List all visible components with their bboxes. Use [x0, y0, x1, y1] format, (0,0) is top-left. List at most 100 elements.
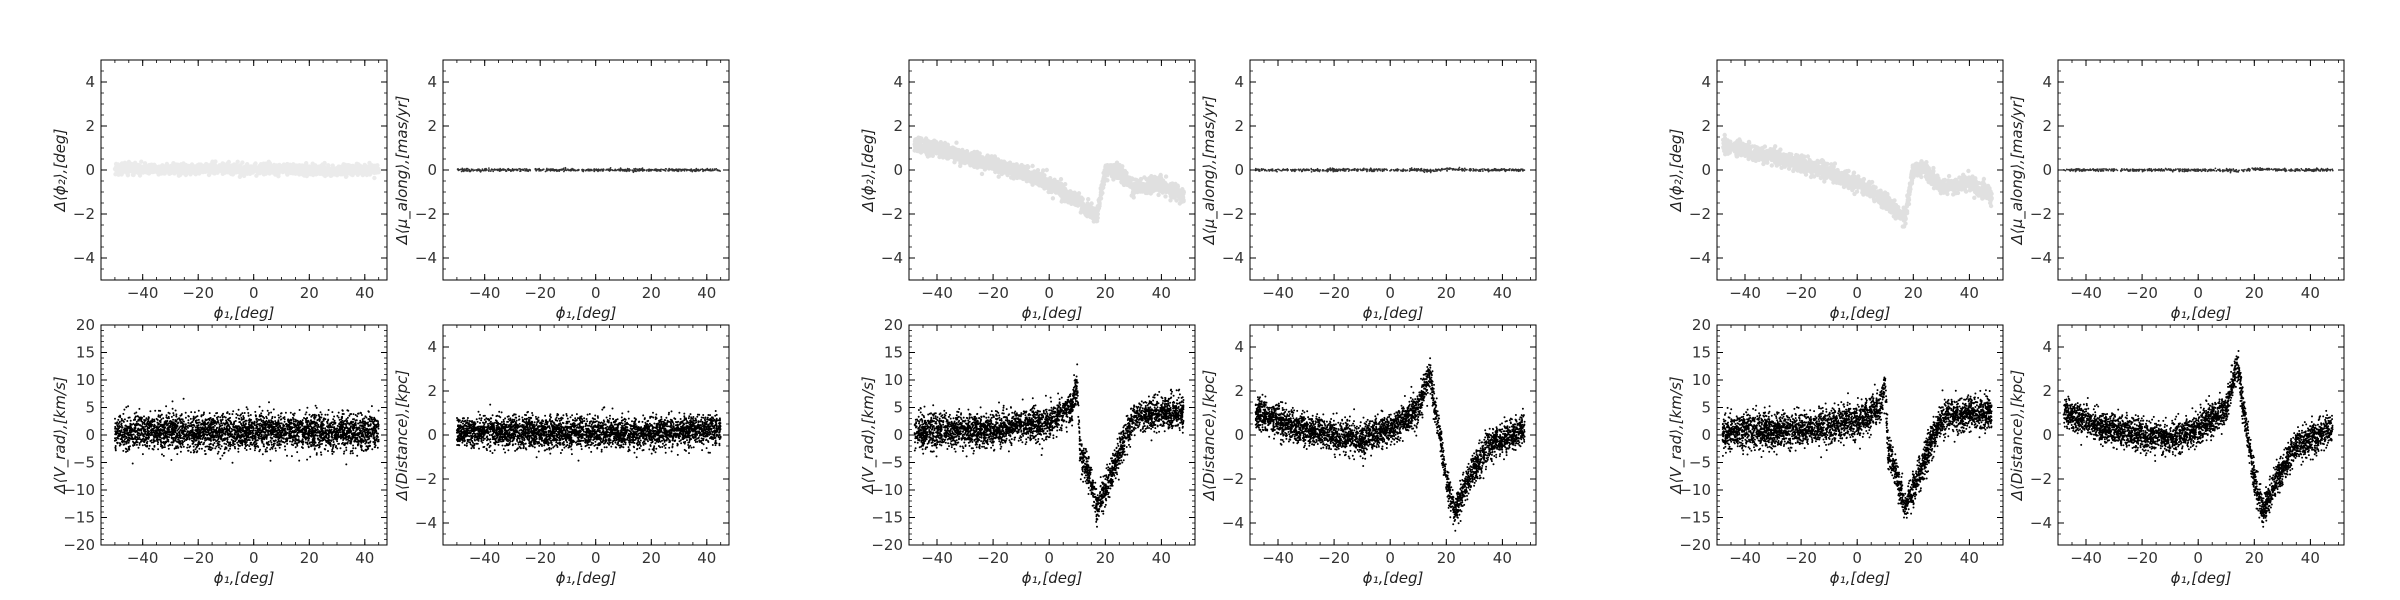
y-tick-label: 2	[1701, 117, 1711, 135]
y-tick-label: 4	[427, 73, 437, 91]
panel-g1_dist: −40 −20 0 20 40−4−2024ϕ₁,[deg]Δ⟨Distance⟩,[k…	[393, 324, 730, 587]
x-tick-label: 40	[1493, 549, 1512, 567]
y-tick-label: −2	[1222, 205, 1244, 223]
x-tick-label: 20	[642, 284, 661, 302]
scatter-points	[2063, 166, 2334, 174]
y-tick-label: −4	[2030, 514, 2052, 532]
x-tick-label: 0	[591, 284, 601, 302]
y-axis-label: Δ⟨ϕ₂⟩,[deg]	[859, 129, 877, 213]
y-tick-label: −4	[1689, 249, 1711, 267]
y-tick-label: −4	[415, 514, 437, 532]
x-tick-label: 20	[1096, 549, 1115, 567]
y-tick-label: 15	[1692, 344, 1711, 362]
y-tick-label: 4	[427, 338, 437, 356]
y-tick-label: 20	[1692, 316, 1711, 334]
y-tick-label: −4	[73, 249, 95, 267]
x-axis-label: ϕ₁,[deg]	[556, 304, 617, 322]
scatter-points	[112, 159, 381, 181]
y-tick-label: 2	[427, 117, 437, 135]
scatter-marks	[2062, 350, 2334, 528]
major-ticks	[101, 324, 387, 546]
y-tick-label: 0	[1701, 426, 1711, 444]
scatter-points	[113, 397, 380, 466]
x-tick-label: −40	[1729, 549, 1761, 567]
x-tick-label: 40	[697, 284, 716, 302]
y-tick-label: −2	[415, 205, 437, 223]
y-tick-label: 0	[893, 161, 903, 179]
panel-g2_dist: −40 −20 0 20 40−4−2024ϕ₁,[deg]Δ⟨Distance⟩,[k…	[1200, 324, 1537, 587]
y-tick-label: 5	[85, 399, 95, 417]
x-axis-label: ϕ₁,[deg]	[1830, 304, 1891, 322]
scatter-points	[2062, 350, 2334, 528]
y-tick-label: 2	[893, 117, 903, 135]
x-tick-label: −20	[182, 549, 214, 567]
y-tick-label: −2	[2030, 205, 2052, 223]
y-tick-label: 4	[1234, 73, 1244, 91]
x-axis-label: ϕ₁,[deg]	[1022, 304, 1083, 322]
x-tick-label: −40	[921, 284, 953, 302]
y-tick-label: 4	[1234, 338, 1244, 356]
major-ticks	[909, 60, 1195, 280]
y-tick-label: 2	[85, 117, 95, 135]
y-tick-label: 0	[893, 426, 903, 444]
plot-frame	[1716, 59, 2004, 281]
y-tick-label: 0	[85, 426, 95, 444]
scatter-points	[1254, 357, 1526, 532]
x-tick-label: 20	[1904, 284, 1923, 302]
y-tick-label: 2	[2042, 117, 2052, 135]
y-tick-label: 10	[76, 371, 95, 389]
y-axis-label: Δ⟨V_rad⟩,[km/s]	[859, 376, 878, 494]
scatter-marks	[913, 363, 1185, 528]
x-tick-label: −20	[2126, 549, 2158, 567]
x-tick-label: 0	[1852, 549, 1862, 567]
x-tick-label: 40	[2301, 284, 2320, 302]
x-tick-label: 0	[249, 284, 259, 302]
y-tick-label: 20	[76, 316, 95, 334]
y-tick-label: 4	[85, 73, 95, 91]
x-tick-label: 0	[1385, 284, 1395, 302]
x-tick-label: 0	[591, 549, 601, 567]
x-axis-label: ϕ₁,[deg]	[2171, 569, 2232, 587]
y-tick-label: 2	[1234, 382, 1244, 400]
y-tick-label: 20	[884, 316, 903, 334]
y-tick-label: 0	[2042, 426, 2052, 444]
x-tick-label: 0	[1852, 284, 1862, 302]
x-tick-label: 20	[300, 549, 319, 567]
y-axis-label: Δ⟨ϕ₂⟩,[deg]	[1667, 129, 1685, 213]
y-tick-label: −2	[2030, 470, 2052, 488]
x-tick-label: 40	[1152, 549, 1171, 567]
x-axis-label: ϕ₁,[deg]	[1363, 569, 1424, 587]
y-tick-label: 4	[2042, 338, 2052, 356]
x-tick-label: 20	[1096, 284, 1115, 302]
y-tick-label: −5	[73, 454, 95, 472]
x-tick-label: 20	[2245, 284, 2264, 302]
x-tick-label: −20	[524, 549, 556, 567]
panel-g1_vrad: −40 −20 0 20 40 −20 −15 −10 −5 0 5 10 15 20 ϕ₁,[deg] Δ⟨…	[51, 316, 388, 587]
x-tick-label: −20	[524, 284, 556, 302]
y-tick-label: 0	[85, 161, 95, 179]
x-tick-label: −40	[1262, 549, 1294, 567]
x-tick-label: −40	[469, 284, 501, 302]
scatter-points	[1254, 166, 1526, 174]
y-tick-label: −15	[63, 509, 95, 527]
y-tick-label: −4	[881, 249, 903, 267]
x-tick-label: 40	[1960, 284, 1979, 302]
y-tick-label: −20	[63, 536, 95, 554]
y-tick-label: −2	[1222, 470, 1244, 488]
x-tick-label: 40	[2301, 549, 2320, 567]
major-ticks	[909, 324, 1195, 546]
x-axis-label: ϕ₁,[deg]	[2171, 304, 2232, 322]
scatter-marks	[112, 159, 381, 181]
x-tick-label: −40	[469, 549, 501, 567]
scatter-points	[912, 135, 1186, 224]
y-tick-label: 0	[2042, 161, 2052, 179]
y-axis-label: Δ⟨V_rad⟩,[km/s]	[51, 376, 70, 494]
x-tick-label: −20	[2126, 284, 2158, 302]
x-tick-label: −40	[2070, 284, 2102, 302]
x-tick-label: −40	[127, 549, 159, 567]
x-tick-label: −40	[1729, 284, 1761, 302]
y-tick-label: −2	[881, 205, 903, 223]
